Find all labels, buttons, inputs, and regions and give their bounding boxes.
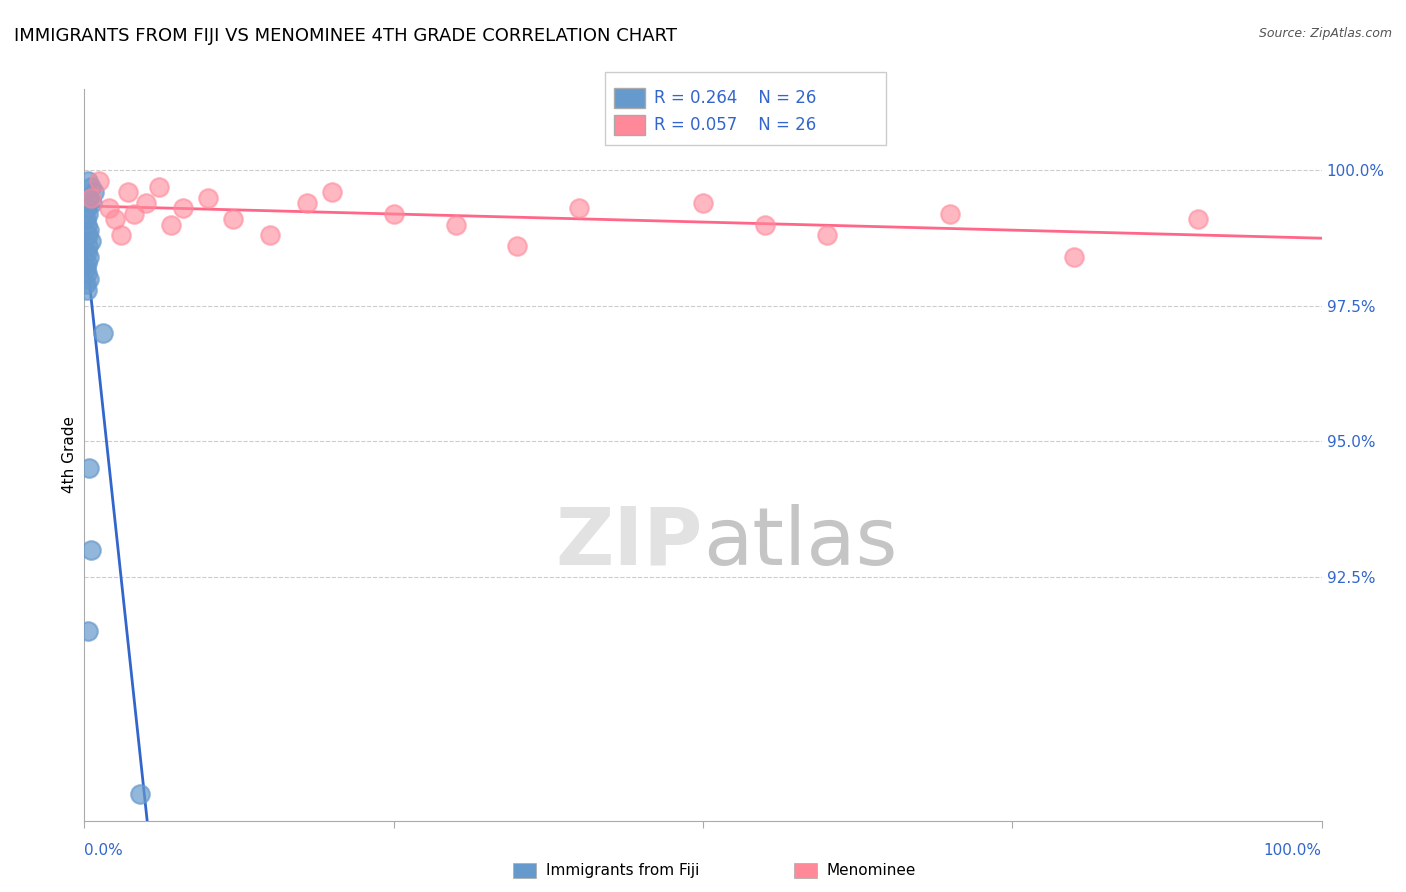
- Point: [815, 228, 838, 243]
- Text: Immigrants from Fiji: Immigrants from Fiji: [546, 863, 699, 878]
- Point: [321, 185, 343, 199]
- Point: [197, 190, 219, 204]
- Point: [79, 542, 101, 557]
- Point: [76, 255, 98, 269]
- Point: [80, 196, 103, 211]
- Point: [939, 207, 962, 221]
- Point: [506, 239, 529, 253]
- Point: [568, 202, 591, 216]
- Point: [444, 218, 467, 232]
- Point: [160, 218, 183, 232]
- Point: [76, 244, 98, 259]
- Point: [754, 218, 776, 232]
- Point: [77, 228, 100, 243]
- Text: R = 0.264    N = 26: R = 0.264 N = 26: [654, 89, 815, 107]
- Text: IMMIGRANTS FROM FIJI VS MENOMINEE 4TH GRADE CORRELATION CHART: IMMIGRANTS FROM FIJI VS MENOMINEE 4TH GR…: [14, 27, 678, 45]
- Point: [89, 174, 111, 188]
- Text: 100.0%: 100.0%: [1264, 843, 1322, 858]
- Point: [259, 228, 281, 243]
- Point: [110, 228, 132, 243]
- Text: Menominee: Menominee: [827, 863, 917, 878]
- Point: [1063, 250, 1085, 264]
- Point: [79, 461, 101, 475]
- Point: [382, 207, 405, 221]
- Point: [104, 212, 127, 227]
- Point: [77, 174, 100, 188]
- Point: [222, 212, 245, 227]
- Point: [79, 190, 101, 204]
- Point: [79, 179, 101, 194]
- Point: [77, 239, 100, 253]
- Point: [76, 218, 98, 232]
- Text: Source: ZipAtlas.com: Source: ZipAtlas.com: [1258, 27, 1392, 40]
- Point: [129, 787, 152, 801]
- Point: [1187, 212, 1209, 227]
- Point: [76, 283, 98, 297]
- Point: [77, 624, 100, 638]
- Point: [75, 260, 97, 275]
- Point: [295, 196, 318, 211]
- Text: 0.0%: 0.0%: [84, 843, 124, 858]
- Point: [76, 202, 98, 216]
- Point: [692, 196, 714, 211]
- Text: atlas: atlas: [703, 504, 897, 582]
- Point: [135, 196, 157, 211]
- Point: [79, 223, 101, 237]
- Point: [83, 185, 105, 199]
- Point: [79, 250, 101, 264]
- Point: [75, 277, 97, 292]
- Point: [76, 267, 98, 281]
- Point: [117, 185, 139, 199]
- Point: [77, 207, 100, 221]
- Text: R = 0.057    N = 26: R = 0.057 N = 26: [654, 116, 815, 134]
- Point: [148, 179, 170, 194]
- Point: [75, 212, 97, 227]
- Point: [79, 234, 101, 248]
- Point: [122, 207, 145, 221]
- Point: [77, 272, 100, 286]
- Point: [98, 202, 121, 216]
- Point: [79, 190, 101, 204]
- Y-axis label: 4th Grade: 4th Grade: [62, 417, 77, 493]
- Point: [91, 326, 114, 340]
- Point: [172, 202, 194, 216]
- Text: ZIP: ZIP: [555, 504, 703, 582]
